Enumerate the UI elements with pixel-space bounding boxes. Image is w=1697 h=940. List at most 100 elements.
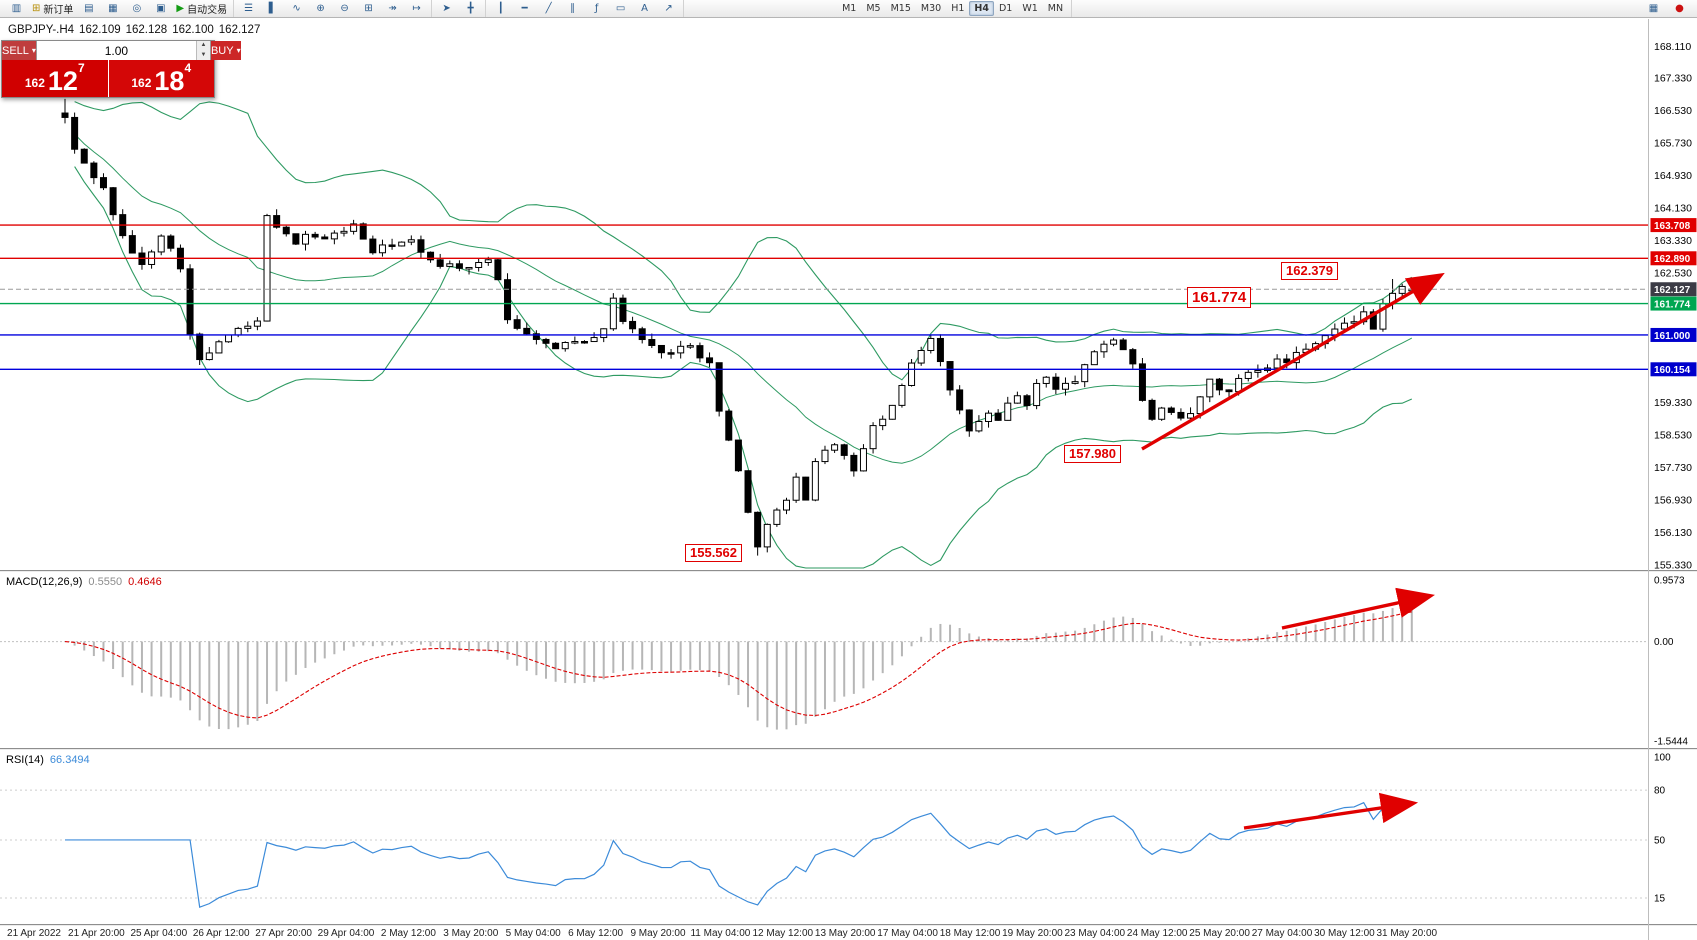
- candle: [869, 425, 877, 450]
- horizontal-line-icon[interactable]: ━: [513, 1, 536, 17]
- timeframe-button-m15[interactable]: M15: [890, 3, 911, 14]
- svg-text:15: 15: [1654, 894, 1666, 905]
- new-chart-icon[interactable]: ▥: [5, 1, 28, 17]
- buy-button[interactable]: BUY ▾: [210, 41, 241, 60]
- price-tag-161.774[interactable]: [1650, 296, 1697, 311]
- candle: [686, 345, 694, 348]
- shapes-icon[interactable]: ▭: [609, 1, 632, 17]
- text-icon: A: [641, 2, 649, 14]
- new-order-button[interactable]: ⊞ 新订单: [29, 1, 76, 17]
- trendline-icon[interactable]: ╱: [537, 1, 560, 17]
- trend-arrow[interactable]: [1243, 792, 1419, 830]
- autotrading-button-label: 自动交易: [187, 5, 228, 16]
- candle: [677, 345, 685, 354]
- auto-scroll-icon[interactable]: ↠: [381, 1, 404, 17]
- toolbar-right-group: ▦ ●: [1642, 1, 1695, 17]
- svg-text:156.130: 156.130: [1654, 527, 1692, 539]
- zoom-out-icon[interactable]: ⊖: [333, 1, 356, 17]
- terminal-icon[interactable]: ▣: [149, 1, 172, 17]
- candle: [1177, 411, 1185, 419]
- svg-text:157.730: 157.730: [1654, 462, 1692, 474]
- ohlc-close: 162.127: [218, 24, 261, 36]
- navigator-icon[interactable]: ◎: [125, 1, 148, 17]
- volume-input[interactable]: [36, 41, 196, 60]
- candle: [975, 420, 983, 432]
- candle: [513, 319, 521, 329]
- price-annotation[interactable]: 162.379: [1281, 262, 1338, 280]
- candlestick-chart-icon[interactable]: ▌: [261, 1, 284, 17]
- shapes-icon: ▭: [615, 2, 626, 14]
- timeframe-button-m5[interactable]: M5: [866, 3, 881, 14]
- tile-windows-icon[interactable]: ⊞: [357, 1, 380, 17]
- volume-down-icon[interactable]: ▼: [196, 50, 210, 60]
- macd-name: MACD(12,26,9): [6, 576, 83, 588]
- timeframe-button-h4[interactable]: H4: [969, 1, 994, 16]
- price-tag-161.000[interactable]: [1650, 327, 1697, 342]
- svg-text:21 Apr 2022: 21 Apr 2022: [7, 928, 61, 939]
- chart-shift-icon[interactable]: ↦: [405, 1, 428, 17]
- price-annotation[interactable]: 155.562: [685, 544, 742, 562]
- candle: [1283, 358, 1291, 364]
- price-axis: 168.110 167.330 166.530 165.730 164.930 164.1…: [1650, 41, 1697, 571]
- candle: [734, 439, 742, 472]
- price-annotation[interactable]: 161.774: [1187, 287, 1252, 308]
- horizontal-lines[interactable]: [0, 224, 1648, 370]
- trend-arrow[interactable]: [1281, 587, 1435, 630]
- bar-chart-icon[interactable]: ☰: [237, 1, 260, 17]
- crosshair-icon: ╋: [467, 2, 474, 14]
- timeframe-button-w1[interactable]: W1: [1022, 3, 1038, 14]
- sell-price-button[interactable]: 162 12 7: [2, 60, 109, 97]
- candle: [1244, 371, 1252, 379]
- svg-text:161.774: 161.774: [1654, 299, 1691, 310]
- timeframe-button-m1[interactable]: M1: [842, 3, 857, 14]
- crosshair-icon[interactable]: ╋: [459, 1, 482, 17]
- price-annotation[interactable]: 157.980: [1064, 445, 1121, 463]
- draw-group: ┃ ━ ╱ ∥ ƒ ▭ A ↗: [486, 0, 685, 17]
- candle: [725, 410, 733, 441]
- timeframe-button-h1[interactable]: H1: [951, 3, 965, 14]
- candle: [532, 333, 540, 340]
- candle: [436, 259, 444, 267]
- volume-up-icon[interactable]: ▲: [196, 41, 210, 51]
- candle: [455, 263, 463, 269]
- sell-price-prefix: 162: [24, 76, 45, 90]
- timeframe-button-mn[interactable]: MN: [1047, 3, 1064, 14]
- sell-dropdown-icon[interactable]: ▾: [31, 46, 36, 55]
- price-tag-163.708[interactable]: [1650, 218, 1697, 233]
- candle: [427, 251, 435, 261]
- candle: [600, 328, 608, 339]
- candle: [706, 357, 714, 364]
- buy-price-button[interactable]: 162 18 4: [108, 60, 214, 97]
- record-icon[interactable]: ●: [1675, 3, 1684, 14]
- navigator-icon: ◎: [132, 2, 142, 14]
- fibonacci-icon[interactable]: ƒ: [585, 1, 608, 17]
- price-tag-162.890[interactable]: [1650, 251, 1697, 266]
- ohlc-high: 162.128: [125, 24, 168, 36]
- autotrading-button[interactable]: ▶ 自动交易: [173, 1, 230, 17]
- timeframe-button-d1[interactable]: D1: [998, 3, 1013, 14]
- channel-icon[interactable]: ∥: [561, 1, 584, 17]
- candle: [927, 337, 935, 352]
- market-watch-icon[interactable]: ▤: [77, 1, 100, 17]
- trend-arrow[interactable]: [1141, 272, 1445, 451]
- data-window-icon[interactable]: ▦: [101, 1, 124, 17]
- cursor-icon[interactable]: ➤: [435, 1, 458, 17]
- timeframe-button-m30[interactable]: M30: [920, 3, 942, 14]
- line-chart-icon[interactable]: ∿: [285, 1, 308, 17]
- candle: [542, 338, 550, 344]
- candle: [792, 476, 800, 501]
- buy-dropdown-icon[interactable]: ▾: [236, 46, 241, 55]
- text-icon[interactable]: A: [633, 1, 656, 17]
- macd-indicator-label: MACD(12,26,9) 0.5550 0.4646: [6, 576, 162, 588]
- svg-text:163.330: 163.330: [1654, 235, 1692, 247]
- price-tag-162.127[interactable]: [1650, 282, 1697, 297]
- price-tag-160.154[interactable]: [1650, 362, 1697, 377]
- sell-button[interactable]: SELL ▾: [2, 41, 36, 60]
- vertical-line-icon[interactable]: ┃: [489, 1, 512, 17]
- chart-profile-icon[interactable]: ▦: [1648, 3, 1659, 14]
- candle: [783, 499, 790, 511]
- zoom-in-icon[interactable]: ⊕: [309, 1, 332, 17]
- candle: [1196, 396, 1204, 415]
- arrow-tool-icon[interactable]: ↗: [657, 1, 680, 17]
